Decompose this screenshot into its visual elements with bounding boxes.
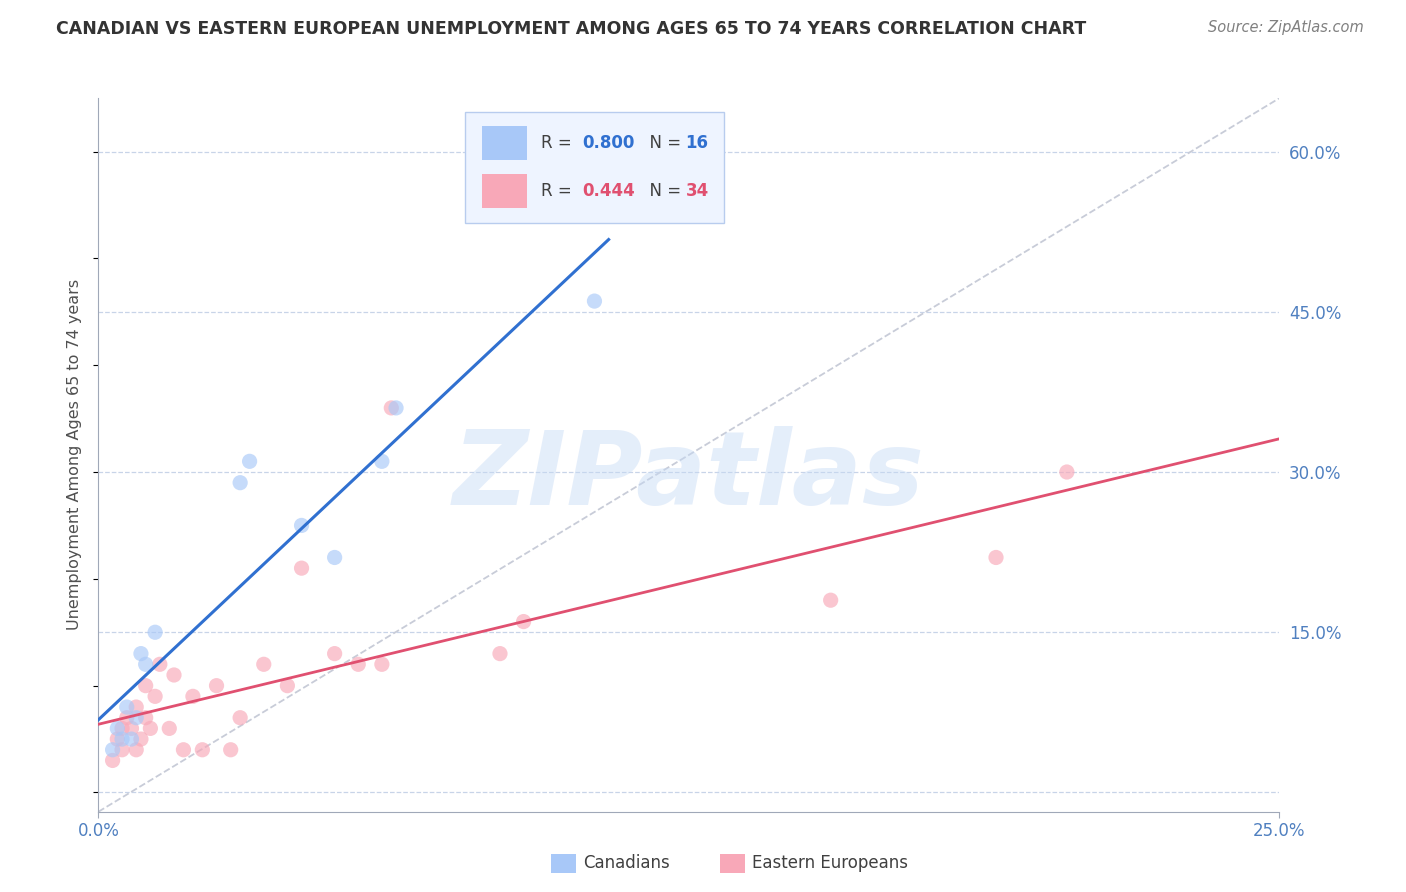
Point <box>323 550 346 565</box>
Point <box>323 647 346 661</box>
Point <box>129 732 152 747</box>
Point <box>583 294 606 309</box>
Point <box>253 657 276 672</box>
Point <box>125 711 148 725</box>
Point <box>129 647 152 661</box>
Point <box>1056 465 1078 479</box>
Text: Canadians: Canadians <box>583 855 671 872</box>
FancyBboxPatch shape <box>482 174 527 208</box>
Text: Source: ZipAtlas.com: Source: ZipAtlas.com <box>1208 20 1364 35</box>
Point <box>143 625 166 640</box>
Point <box>135 679 157 693</box>
Point <box>101 743 124 757</box>
Point <box>984 550 1007 565</box>
Point <box>125 700 148 714</box>
Text: ZIPatlas: ZIPatlas <box>453 425 925 527</box>
Point <box>111 743 134 757</box>
FancyBboxPatch shape <box>482 126 527 161</box>
Point <box>149 657 172 672</box>
Point <box>191 743 214 757</box>
Point <box>101 754 124 768</box>
Point <box>290 561 312 575</box>
Point <box>820 593 842 607</box>
Text: 34: 34 <box>685 182 709 200</box>
Point <box>143 690 166 704</box>
Point <box>385 401 408 415</box>
Point <box>111 722 134 736</box>
Text: 16: 16 <box>685 134 709 152</box>
Point <box>371 454 394 468</box>
Y-axis label: Unemployment Among Ages 65 to 74 years: Unemployment Among Ages 65 to 74 years <box>67 279 83 631</box>
Point <box>489 647 512 661</box>
Text: CANADIAN VS EASTERN EUROPEAN UNEMPLOYMENT AMONG AGES 65 TO 74 YEARS CORRELATION : CANADIAN VS EASTERN EUROPEAN UNEMPLOYMEN… <box>56 20 1087 37</box>
Text: R =: R = <box>541 134 578 152</box>
Point <box>105 732 128 747</box>
FancyBboxPatch shape <box>464 112 724 223</box>
Text: Eastern Europeans: Eastern Europeans <box>752 855 908 872</box>
Point <box>229 711 252 725</box>
Point <box>172 743 194 757</box>
Point <box>219 743 242 757</box>
Text: N =: N = <box>640 182 686 200</box>
Text: N =: N = <box>640 134 686 152</box>
Point <box>135 711 157 725</box>
Text: R =: R = <box>541 182 578 200</box>
Point <box>181 690 204 704</box>
Point <box>205 679 228 693</box>
Point <box>111 732 134 747</box>
Point <box>276 679 298 693</box>
Point <box>115 711 138 725</box>
Point <box>163 668 186 682</box>
Point <box>139 722 162 736</box>
Point <box>105 722 128 736</box>
Point <box>239 454 262 468</box>
Text: 0.800: 0.800 <box>582 134 636 152</box>
Point <box>229 475 252 490</box>
Point <box>125 743 148 757</box>
Text: 0.444: 0.444 <box>582 182 636 200</box>
Point <box>135 657 157 672</box>
Point <box>121 722 143 736</box>
Point <box>512 615 534 629</box>
Point <box>290 518 312 533</box>
Point <box>157 722 180 736</box>
Point <box>347 657 370 672</box>
Point <box>371 657 394 672</box>
Point <box>121 732 143 747</box>
Point <box>115 700 138 714</box>
Point <box>380 401 402 415</box>
